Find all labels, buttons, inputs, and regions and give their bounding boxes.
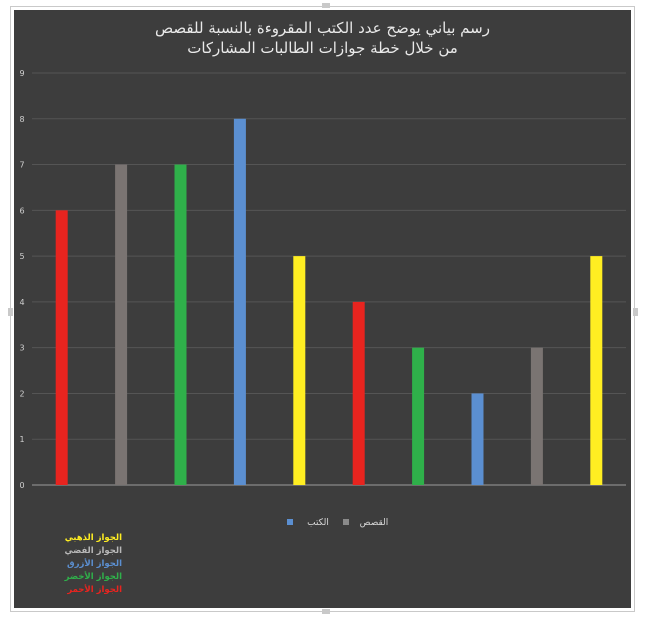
chart-plot: 0 1 2 3 4 5 6 7 8 9 القصص الكتب [19,69,626,528]
y-tick-label: 9 [19,69,24,78]
chart-title-line1: رسم بياني يوضح عدد الكتب المقروءة بالنسب… [155,19,490,37]
y-tick-label: 6 [19,206,24,215]
bar-8 [471,393,484,485]
y-tick-label: 2 [19,389,24,398]
bar-10 [590,256,603,485]
bar-7 [412,347,425,485]
legend-label-2: الكتب [307,518,329,528]
bar-6 [352,301,365,485]
passport-legend-item: الجواز الذهبي [64,533,122,543]
legend-label-1: القصص [360,518,389,528]
passport-legend-item: الجواز الأزرق [67,559,122,569]
legend-swatch-2 [287,519,293,525]
frame-handle-bottom[interactable] [322,609,330,614]
y-tick-label: 0 [19,481,24,490]
bar-1 [55,210,68,486]
frame-handle-left[interactable] [8,308,13,316]
y-tick-label: 7 [19,161,24,170]
chart-title-line2: من خلال خطة جوازات الطالبات المشاركات [187,39,458,57]
y-tick-label: 1 [19,435,24,444]
y-tick-label: 8 [19,115,24,124]
y-tick-label: 4 [19,298,24,307]
legend-swatch-1 [343,519,349,525]
chart-area: رسم بياني يوضح عدد الكتب المقروءة بالنسب… [14,10,631,608]
frame-handle-top[interactable] [322,3,330,8]
frame-handle-right[interactable] [633,308,638,316]
passport-legend-item: الجواز الأحمر [67,585,122,595]
passport-legend-item: الجواز الفضي [64,546,122,556]
bar-2 [115,164,128,486]
y-tick-label: 5 [19,252,24,261]
passport-legend: الجواز الذهبي الجواز الفضي الجواز الأزرق ال… [52,532,122,597]
bar-9 [530,347,543,485]
y-tick-label: 3 [19,344,24,353]
bar-4 [233,118,246,486]
bar-5 [293,256,306,485]
chart-title: رسم بياني يوضح عدد الكتب المقروءة بالنسب… [14,18,631,58]
passport-legend-item: الجواز الأخضر [64,572,122,582]
bar-3 [174,164,187,486]
